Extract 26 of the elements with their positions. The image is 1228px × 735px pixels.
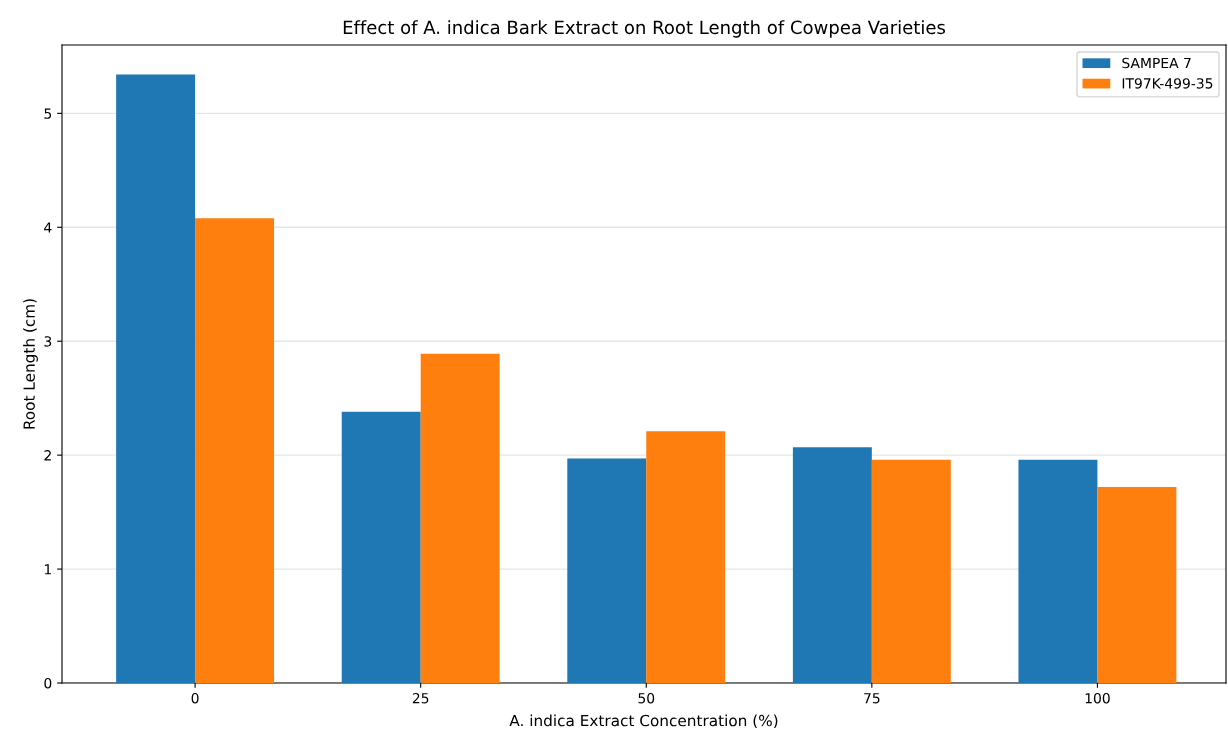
bar <box>1097 487 1177 683</box>
bar <box>195 218 275 683</box>
y-tick-label: 5 <box>44 108 52 119</box>
legend-label: IT97K-499-35 <box>1122 78 1213 89</box>
y-axis-title: Root Length (cm) <box>23 299 38 429</box>
y-tick-label: 3 <box>44 336 52 347</box>
x-tick-label: 25 <box>412 692 429 704</box>
bar <box>341 411 421 683</box>
bar <box>1018 459 1098 683</box>
y-tick-label: 4 <box>44 222 52 233</box>
x-tick-label: 0 <box>191 692 199 704</box>
bar <box>871 459 951 683</box>
bar <box>420 353 500 683</box>
x-axis-title: A. indica Extract Concentration (%) <box>509 714 778 729</box>
y-tick-label: 0 <box>44 677 52 689</box>
y-tick-label: 1 <box>44 564 51 575</box>
chart-title: Effect of A. indica Bark Extract on Root Length of Cowpea Varieties <box>343 20 946 38</box>
x-tick-label: 75 <box>864 693 880 704</box>
legend-label: SAMPEA 7 <box>1122 57 1191 69</box>
bar <box>116 74 196 683</box>
y-tick-label: 2 <box>44 450 51 461</box>
bar <box>646 431 726 683</box>
bar <box>567 458 647 683</box>
bar <box>792 447 872 683</box>
x-tick-label: 50 <box>638 692 655 704</box>
x-tick-label: 100 <box>1085 692 1110 704</box>
